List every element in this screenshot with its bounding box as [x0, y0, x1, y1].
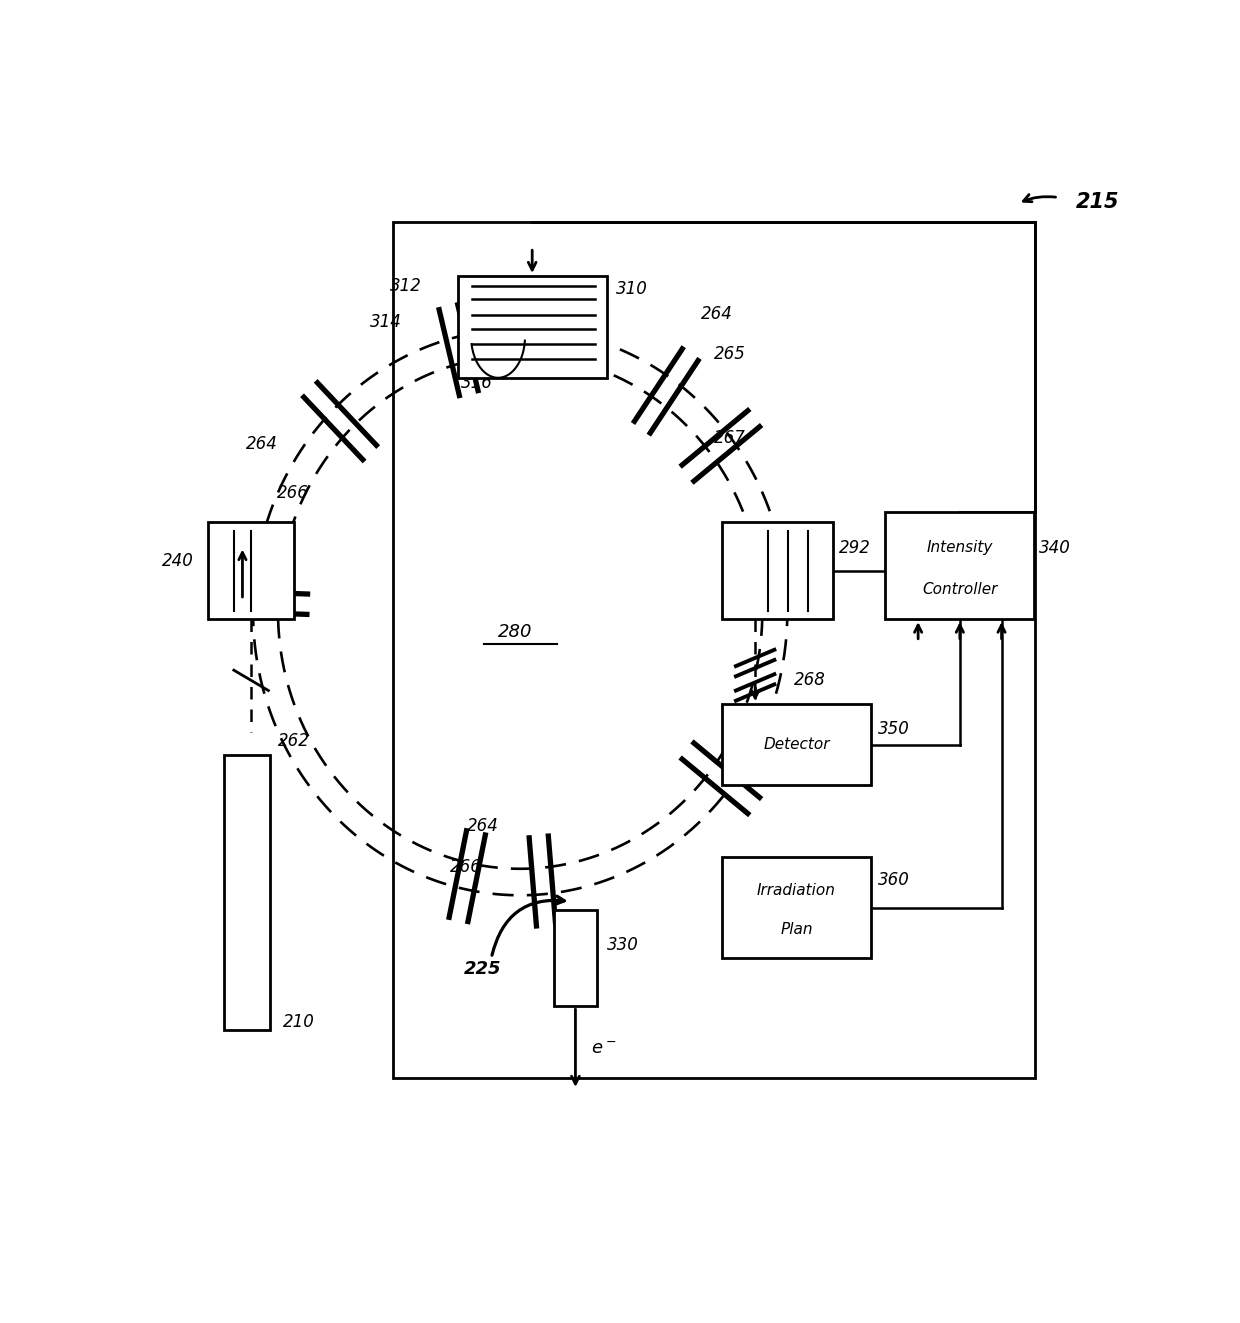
- Text: 292: 292: [839, 538, 872, 557]
- Text: 266: 266: [450, 857, 481, 876]
- Text: 330: 330: [606, 937, 639, 954]
- Text: Detector: Detector: [763, 737, 830, 751]
- Text: 264: 264: [246, 435, 278, 452]
- Bar: [722, 704, 870, 786]
- Bar: [885, 512, 1034, 619]
- Text: 264: 264: [701, 304, 733, 323]
- Text: 264: 264: [467, 818, 498, 835]
- Text: 265: 265: [714, 345, 746, 364]
- Text: 340: 340: [1039, 538, 1071, 557]
- Text: 280: 280: [498, 623, 533, 642]
- Text: $e^-$: $e^-$: [590, 1040, 616, 1058]
- Text: 314: 314: [370, 312, 402, 331]
- Bar: [458, 277, 606, 378]
- Text: 312: 312: [391, 277, 422, 295]
- Text: 240: 240: [161, 552, 193, 570]
- Bar: [208, 523, 294, 619]
- Text: 316: 316: [460, 374, 492, 392]
- Text: 210: 210: [283, 1012, 315, 1031]
- Text: 350: 350: [878, 720, 910, 738]
- Text: Controller: Controller: [923, 582, 997, 597]
- Text: 266: 266: [277, 484, 309, 501]
- Text: 360: 360: [878, 871, 910, 889]
- Bar: [224, 754, 270, 1029]
- Text: 225: 225: [464, 959, 501, 978]
- Text: 268: 268: [794, 671, 826, 689]
- Text: 267: 267: [714, 429, 746, 447]
- Bar: [393, 222, 1035, 1078]
- Bar: [554, 909, 598, 1007]
- Text: Intensity: Intensity: [926, 540, 993, 556]
- Text: Irradiation: Irradiation: [758, 882, 836, 898]
- Text: 310: 310: [616, 280, 649, 298]
- Bar: [722, 856, 870, 958]
- Bar: [722, 523, 832, 619]
- Text: 262: 262: [278, 733, 310, 750]
- Text: Plan: Plan: [780, 922, 812, 938]
- Text: 215: 215: [1075, 192, 1120, 212]
